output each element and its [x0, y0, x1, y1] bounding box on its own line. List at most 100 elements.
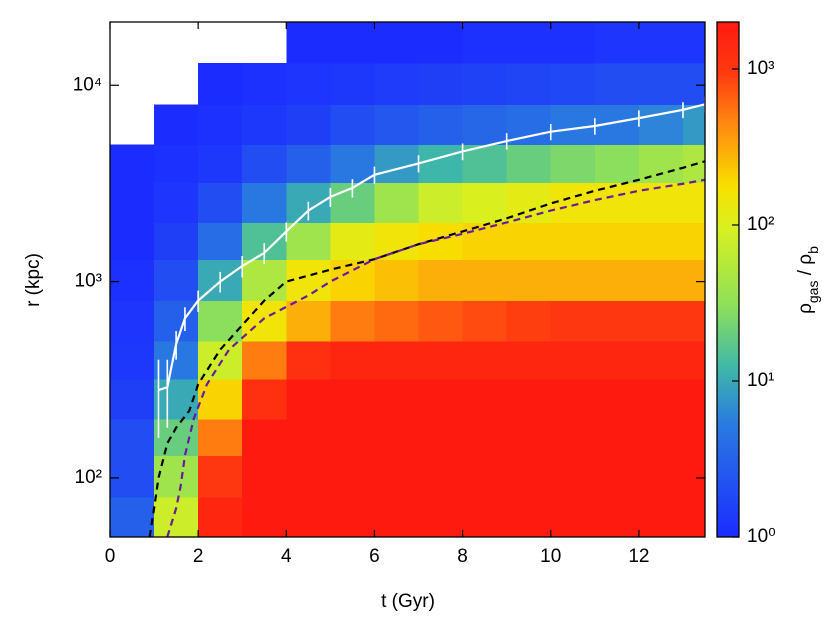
heat-cell — [594, 62, 640, 105]
heat-cell — [242, 418, 287, 457]
heat-cell — [154, 496, 199, 537]
heat-cell — [594, 300, 640, 342]
heat-cell — [462, 455, 508, 498]
heat-cell — [638, 496, 684, 537]
heat-cell — [198, 182, 243, 224]
heat-cell — [374, 300, 420, 342]
heat-cell — [506, 144, 552, 184]
heat-cell — [462, 496, 508, 537]
heat-cell — [286, 222, 331, 260]
heat-cell — [462, 378, 508, 420]
heat-cell — [242, 496, 287, 537]
colorbar-tick-label: 10³ — [747, 58, 774, 79]
heat-cell — [594, 455, 640, 498]
colorbar-tick-label: 10¹ — [747, 370, 774, 391]
heat-cell — [330, 378, 376, 420]
heat-cell — [110, 300, 155, 342]
heat-cell — [462, 418, 508, 457]
heat-cell — [594, 496, 640, 537]
heat-cell — [110, 259, 155, 302]
heat-cell — [506, 340, 552, 380]
heat-cell — [682, 259, 705, 302]
heat-cell — [242, 104, 287, 145]
heat-cell — [198, 496, 243, 537]
series-line — [148, 160, 705, 537]
heat-cell — [638, 418, 684, 457]
heat-cell — [506, 300, 552, 342]
heat-cell — [154, 182, 199, 224]
heat-cell — [286, 378, 331, 420]
heat-cell — [286, 300, 331, 342]
heat-cell — [110, 340, 155, 380]
heat-cell — [638, 300, 684, 342]
heat-cell — [550, 455, 596, 498]
heat-cell — [374, 182, 420, 224]
heat-cell — [286, 340, 331, 380]
heat-cell — [330, 340, 376, 380]
label-part: / ρ — [795, 254, 816, 281]
heat-cell — [550, 378, 596, 420]
heat-cell — [374, 418, 420, 457]
heat-cell — [374, 62, 420, 105]
label-sub: b — [805, 246, 821, 254]
heat-cell — [330, 62, 376, 105]
heat-cell — [198, 104, 243, 145]
heat-cell — [506, 418, 552, 457]
heat-cell — [330, 259, 376, 302]
heat-cell — [638, 378, 684, 420]
heat-cell — [198, 455, 243, 498]
heat-cell — [506, 378, 552, 420]
heat-cell — [682, 340, 705, 380]
heat-cell — [286, 144, 331, 184]
heat-cell — [506, 259, 552, 302]
heat-cell — [242, 300, 287, 342]
heat-cell — [110, 455, 155, 498]
heat-cell — [682, 104, 705, 145]
heat-cell — [462, 22, 508, 64]
heat-cell — [418, 104, 464, 145]
heat-cell — [374, 259, 420, 302]
heat-cell — [550, 259, 596, 302]
x-tick-label: 12 — [628, 546, 649, 567]
heat-cell — [374, 104, 420, 145]
heat-cell — [462, 259, 508, 302]
heat-cell — [418, 259, 464, 302]
heat-cell — [462, 182, 508, 224]
heat-cell — [594, 418, 640, 457]
heat-cell — [594, 378, 640, 420]
heat-cell — [550, 496, 596, 537]
heat-cell — [242, 340, 287, 380]
heat-cell — [110, 496, 155, 537]
y-tick-label: 10⁴ — [73, 74, 102, 95]
heat-cell — [198, 418, 243, 457]
heat-cell — [330, 22, 376, 64]
colorbar-label: ρgas / ρb — [795, 246, 821, 314]
heat-cell — [374, 496, 420, 537]
heat-cell — [198, 300, 243, 342]
heat-cell — [682, 300, 705, 342]
heat-cell — [242, 378, 287, 420]
heat-cell — [154, 455, 199, 498]
heat-cell — [110, 418, 155, 457]
x-tick-label: 0 — [105, 546, 116, 567]
heat-cell — [682, 62, 705, 105]
heat-cell — [418, 222, 464, 260]
heat-cell — [594, 340, 640, 380]
heat-cell — [506, 104, 552, 145]
heat-cell — [418, 62, 464, 105]
x-tick-label: 10 — [540, 546, 561, 567]
heat-cell — [550, 144, 596, 184]
heat-cell — [374, 22, 420, 64]
heat-cell — [462, 340, 508, 380]
colorbar-tick-label: 10⁰ — [747, 526, 776, 547]
heat-cell — [682, 378, 705, 420]
heat-cell — [154, 418, 199, 457]
heat-cell — [374, 378, 420, 420]
heat-cell — [682, 222, 705, 260]
heat-cell — [550, 104, 596, 145]
heat-cell — [506, 22, 552, 64]
heat-cell — [462, 104, 508, 145]
label-part: ρ — [795, 303, 816, 314]
x-tick-label: 2 — [193, 546, 204, 567]
